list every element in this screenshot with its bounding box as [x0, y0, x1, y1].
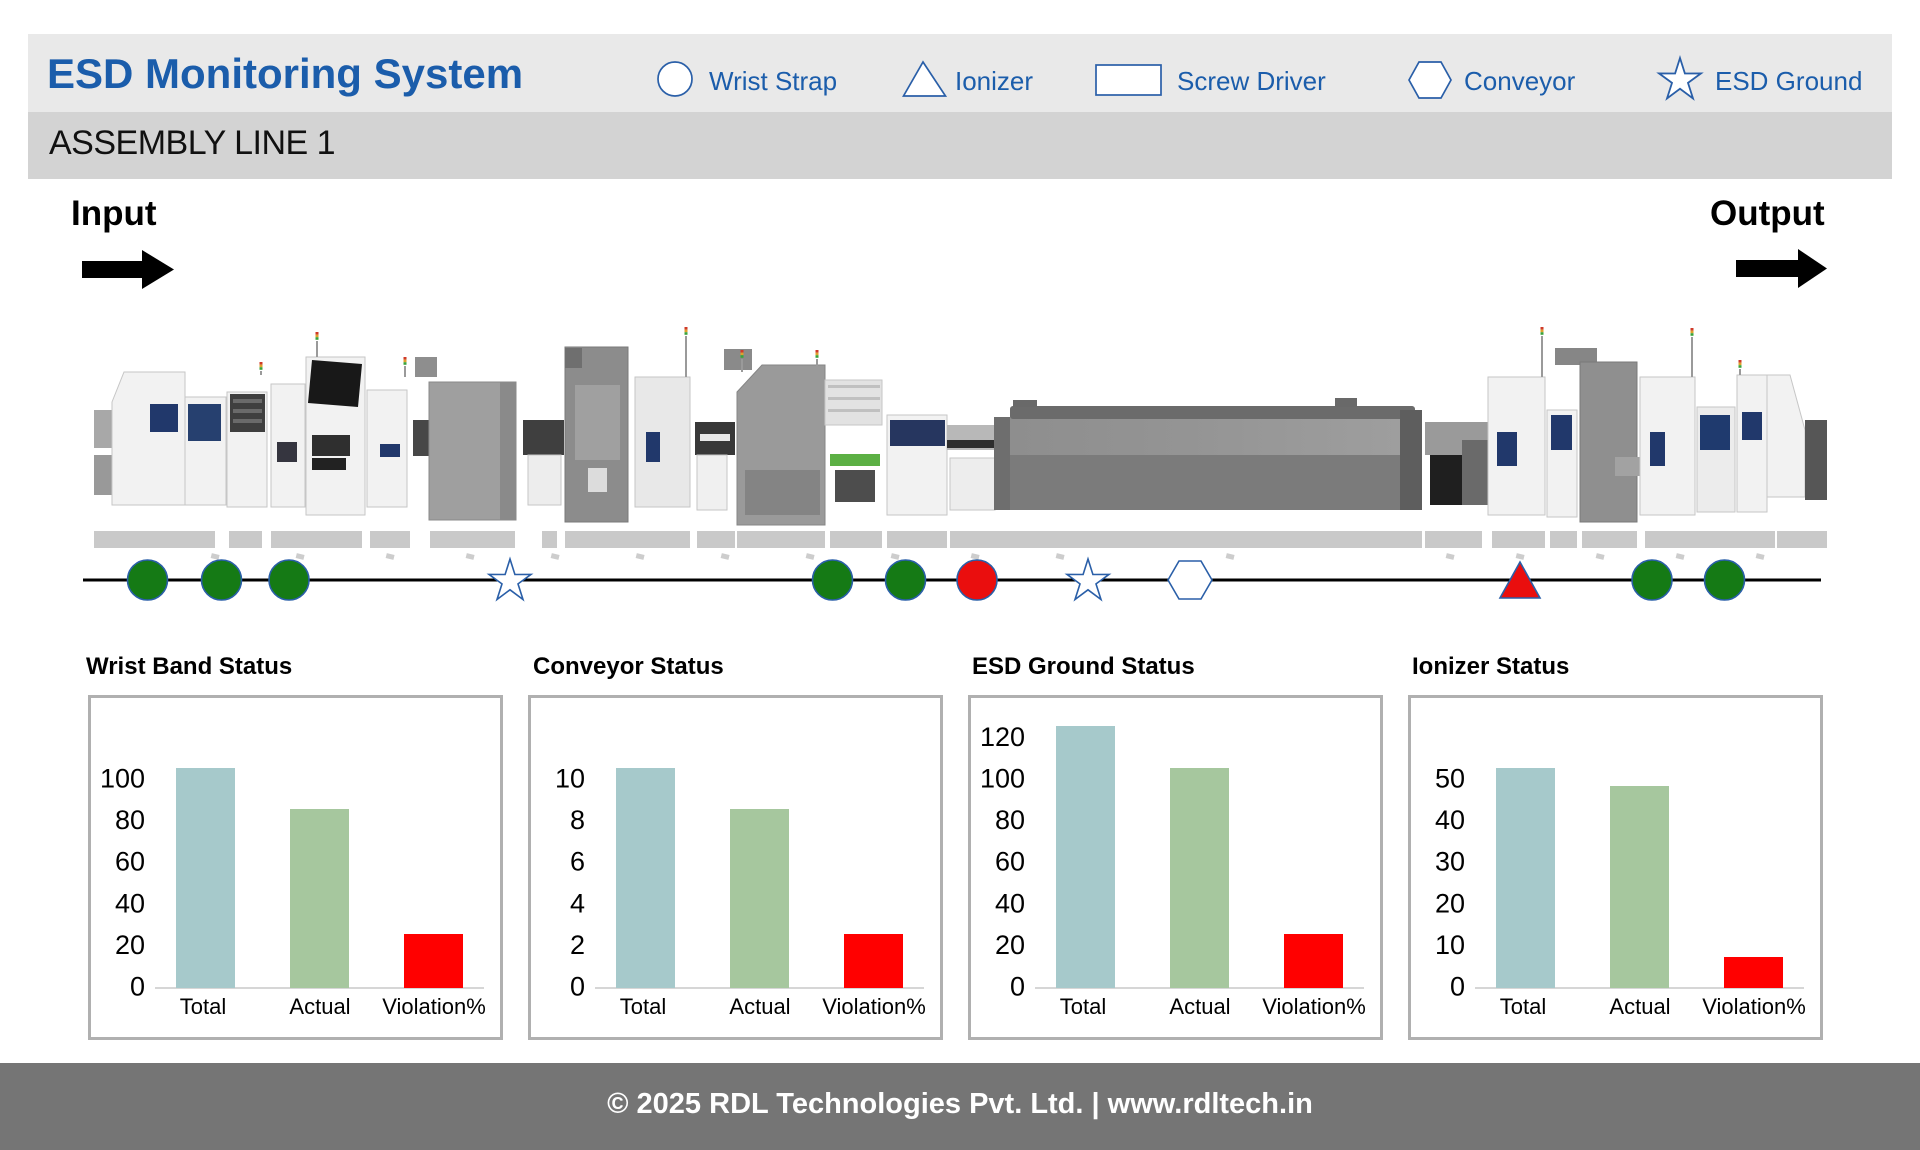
svg-text:0: 0 [1450, 972, 1465, 1002]
svg-text:Total: Total [1500, 994, 1546, 1019]
svg-text:Total: Total [620, 994, 666, 1019]
svg-text:4: 4 [570, 888, 585, 918]
svg-text:60: 60 [115, 847, 145, 877]
svg-text:Violation%: Violation% [1262, 994, 1366, 1019]
svg-text:2: 2 [570, 930, 585, 960]
svg-text:30: 30 [1435, 847, 1465, 877]
svg-text:Violation%: Violation% [1702, 994, 1806, 1019]
svg-text:100: 100 [100, 764, 145, 794]
svg-text:Violation%: Violation% [822, 994, 926, 1019]
svg-text:0: 0 [1010, 972, 1025, 1002]
svg-text:40: 40 [115, 888, 145, 918]
svg-text:20: 20 [1435, 888, 1465, 918]
svg-text:Violation%: Violation% [382, 994, 486, 1019]
svg-text:Actual: Actual [729, 994, 790, 1019]
svg-text:10: 10 [1435, 930, 1465, 960]
svg-text:Actual: Actual [1169, 994, 1230, 1019]
svg-text:20: 20 [115, 930, 145, 960]
svg-text:120: 120 [980, 722, 1025, 752]
svg-text:20: 20 [995, 930, 1025, 960]
svg-text:60: 60 [995, 847, 1025, 877]
svg-text:40: 40 [1435, 805, 1465, 835]
svg-text:0: 0 [570, 972, 585, 1002]
svg-text:Total: Total [1060, 994, 1106, 1019]
svg-text:10: 10 [555, 764, 585, 794]
svg-text:40: 40 [995, 888, 1025, 918]
svg-text:Total: Total [180, 994, 226, 1019]
svg-text:100: 100 [980, 764, 1025, 794]
svg-text:Actual: Actual [1609, 994, 1670, 1019]
svg-text:80: 80 [995, 805, 1025, 835]
svg-text:8: 8 [570, 805, 585, 835]
svg-text:Actual: Actual [289, 994, 350, 1019]
svg-text:6: 6 [570, 847, 585, 877]
svg-text:50: 50 [1435, 764, 1465, 794]
svg-text:0: 0 [130, 972, 145, 1002]
svg-text:80: 80 [115, 805, 145, 835]
